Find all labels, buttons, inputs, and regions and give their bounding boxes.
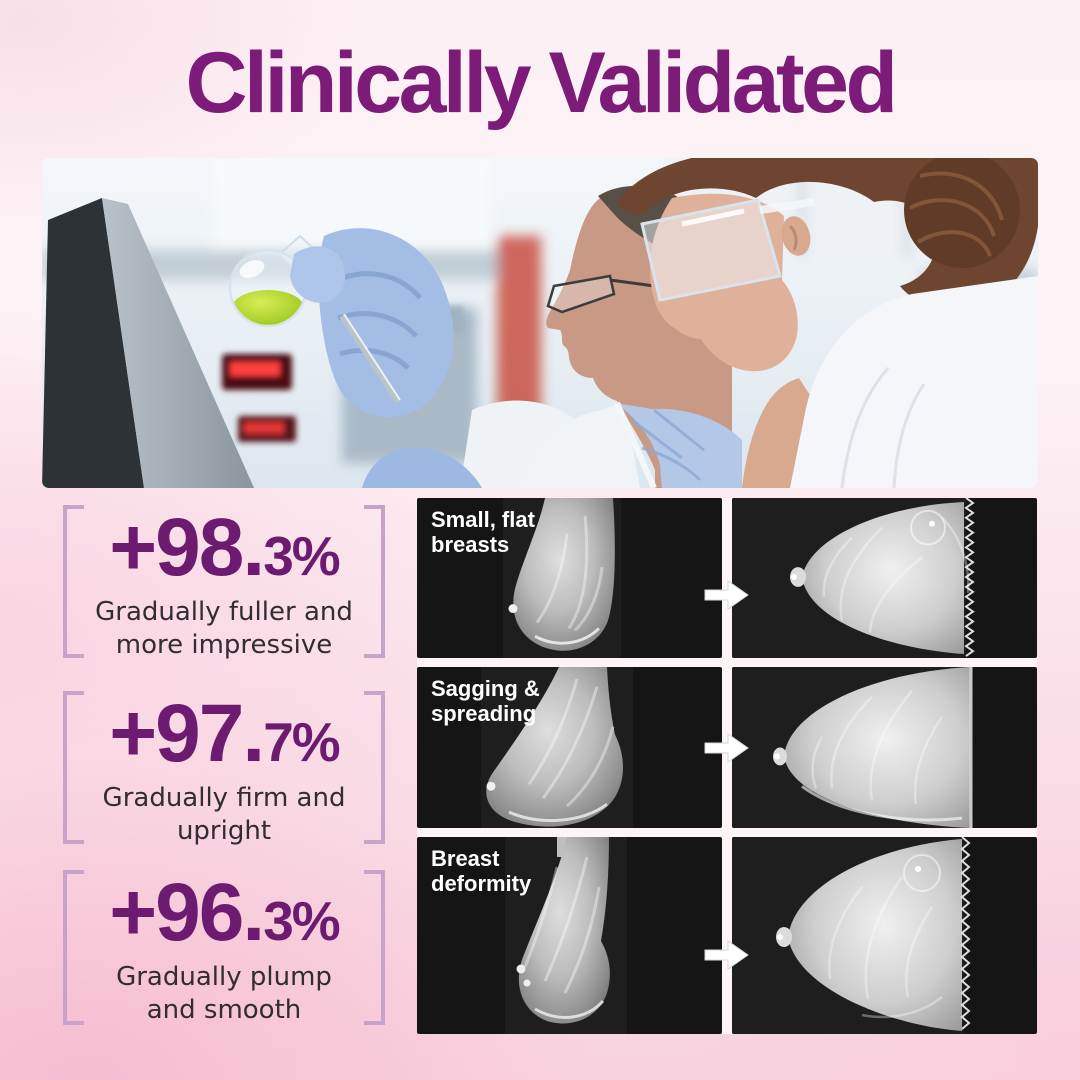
bracket-right (364, 870, 385, 1025)
stat-block-fuller: +98. 3% Gradually fuller and more impres… (63, 505, 385, 660)
comparison-grid: Small, flat breasts (417, 498, 1037, 1034)
stat-description: Gradually firm and upright (102, 783, 346, 846)
stat-block-plump: +96. 3% Gradually plump and smooth (63, 870, 385, 1025)
stat-value-minor: 3% (263, 890, 340, 952)
stat-value-major: +97. (109, 688, 265, 779)
bracket-left (63, 870, 84, 1025)
scan-label: Breast deformity (431, 846, 532, 896)
scan-before-deformity: Breast deformity (417, 837, 722, 1034)
scan-label: Small, flat breasts (431, 507, 535, 557)
flask-and-hands (228, 228, 604, 488)
stat-description: Gradually fuller and more impressive (95, 597, 353, 660)
scan-before-sagging: Sagging & spreading (417, 667, 722, 828)
lab-photo (42, 158, 1038, 488)
arrow-right-icon (704, 940, 749, 970)
scan-after-small-flat (732, 498, 1037, 658)
stat-value: +97. 7% (63, 691, 385, 775)
scientist-woman (618, 158, 1038, 488)
bracket-right (364, 691, 385, 844)
stat-value: +98. 3% (63, 505, 385, 589)
page-title: Clinically Validated (185, 35, 898, 131)
mammogram-before-2 (481, 667, 633, 828)
stat-value-minor: 3% (263, 525, 340, 587)
scan-label: Sagging & spreading (431, 676, 540, 726)
stat-value: +96. 3% (63, 870, 385, 954)
scan-before-small-flat: Small, flat breasts (417, 498, 722, 658)
stat-value-minor: 7% (263, 711, 340, 773)
stat-block-firm: +97. 7% Gradually firm and upright (63, 691, 385, 846)
bracket-left (63, 691, 84, 844)
bracket-right (364, 505, 385, 658)
stat-value-major: +98. (109, 502, 265, 593)
arrow-right-icon (704, 580, 749, 610)
mammogram-before-1 (503, 498, 621, 658)
stat-description: Gradually plump and smooth (116, 962, 332, 1025)
scan-after-sagging (732, 667, 1037, 828)
mammogram-before-3 (505, 837, 627, 1034)
monitor (42, 198, 254, 488)
mammogram-after-3 (732, 837, 971, 1034)
mammogram-after-2 (732, 667, 973, 828)
stat-value-major: +96. (109, 867, 265, 958)
scan-after-deformity (732, 837, 1037, 1034)
mammogram-after-1 (732, 498, 975, 658)
bracket-left (63, 505, 84, 658)
lab-photo-illustration (42, 158, 1038, 488)
arrow-right-icon (704, 733, 749, 763)
